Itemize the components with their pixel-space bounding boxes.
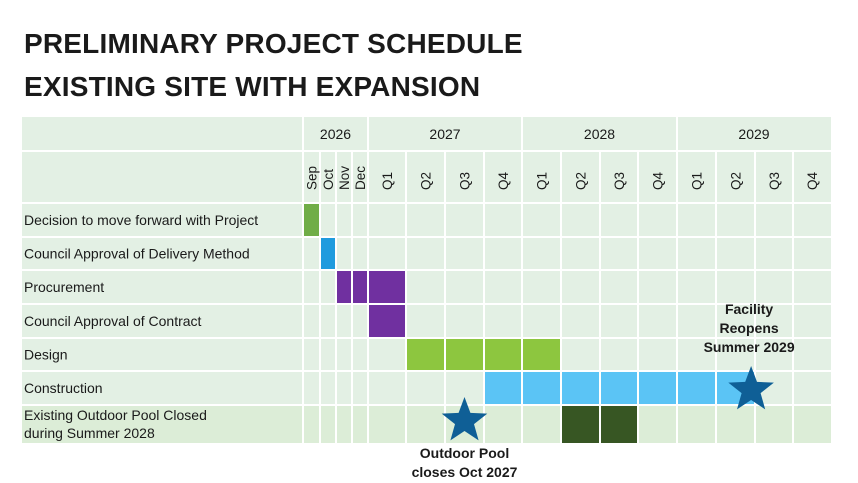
year-label-2028: 2028: [584, 126, 615, 142]
task-bar-2-2: [368, 270, 406, 304]
task-bar-1-0: [320, 237, 336, 270]
period-label-1: Oct: [321, 169, 336, 190]
milestone-label-1-2: Summer 2029: [704, 339, 795, 355]
task-bar-2-0: [336, 270, 352, 304]
task-bar-5-5: [677, 371, 716, 405]
milestone-label-1-0: Facility: [725, 301, 773, 317]
task-label-4: Design: [24, 347, 68, 363]
milestone-star-1: [728, 366, 774, 410]
period-label-2: Nov: [337, 166, 352, 190]
task-bar-6-1: [600, 405, 638, 443]
period-label-14: Q3: [767, 172, 782, 190]
period-label-9: Q2: [574, 172, 589, 190]
year-label-2029: 2029: [738, 126, 769, 142]
task-label-0: Decision to move forward with Project: [24, 212, 258, 228]
task-bar-4-3: [522, 338, 561, 371]
task-label-3: Council Approval of Contract: [24, 313, 202, 329]
milestone-label-0-1: closes Oct 2027: [412, 464, 518, 480]
period-label-11: Q4: [651, 171, 666, 190]
task-bar-5-3: [600, 371, 638, 405]
task-bar-6-0: [561, 405, 600, 443]
year-label-2027: 2027: [429, 126, 460, 142]
task-bar-2-1: [352, 270, 368, 304]
chart-title-line-2: EXISTING SITE WITH EXPANSION: [24, 71, 481, 102]
period-label-0: Sep: [305, 166, 320, 190]
task-bar-4-1: [445, 338, 484, 371]
period-label-10: Q3: [612, 172, 627, 190]
task-label-6-0: Existing Outdoor Pool Closed: [24, 407, 207, 423]
period-label-3: Dec: [353, 166, 368, 190]
task-label-5: Construction: [24, 380, 103, 396]
task-label-1: Council Approval of Delivery Method: [24, 246, 250, 262]
task-label-2: Procurement: [24, 279, 104, 295]
period-label-4: Q1: [380, 172, 395, 190]
task-bar-5-1: [522, 371, 561, 405]
period-label-5: Q2: [419, 172, 434, 190]
task-label-6-1: during Summer 2028: [24, 425, 155, 441]
task-bar-3-0: [368, 304, 406, 338]
period-label-6: Q3: [458, 172, 473, 190]
chart-last-row-background: [22, 405, 831, 443]
task-bar-4-2: [484, 338, 522, 371]
milestone-label-0-0: Outdoor Pool: [420, 445, 509, 461]
task-bar-4-0: [406, 338, 445, 371]
task-bar-5-4: [638, 371, 677, 405]
milestone-star-0: [441, 397, 488, 441]
period-label-7: Q4: [496, 171, 511, 190]
year-label-2026: 2026: [320, 126, 351, 142]
chart-title-line-1: PRELIMINARY PROJECT SCHEDULE: [24, 28, 523, 59]
task-bar-0-0: [303, 203, 320, 237]
milestone-label-1-1: Reopens: [720, 320, 779, 336]
period-label-8: Q1: [535, 172, 550, 190]
period-label-13: Q2: [729, 172, 744, 190]
period-label-15: Q4: [805, 171, 820, 190]
task-bar-5-2: [561, 371, 600, 405]
task-bar-5-0: [484, 371, 522, 405]
period-label-12: Q1: [690, 172, 705, 190]
